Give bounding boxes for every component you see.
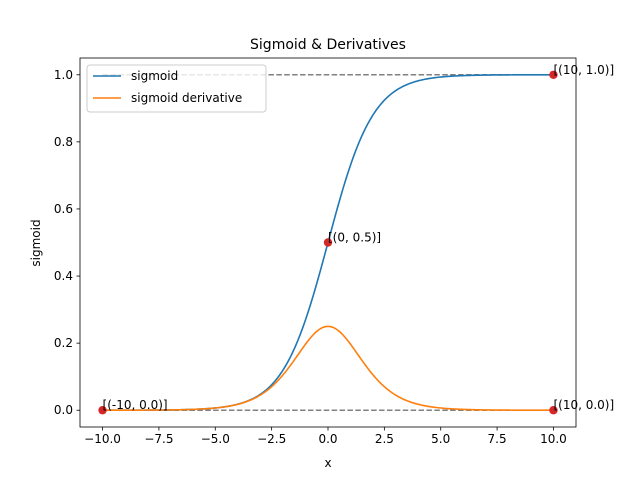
data-point xyxy=(323,238,333,247)
series-line-sigmoid-derivative xyxy=(102,325,554,412)
x-tick-label: 2.5 xyxy=(375,432,394,446)
data-point xyxy=(549,70,558,79)
x-tick-label: −10.0 xyxy=(84,432,121,446)
x-axis-label: x xyxy=(324,456,331,470)
legend: sigmoid sigmoid derivative xyxy=(86,64,267,113)
legend-label-sigmoid: sigmoid xyxy=(131,69,178,83)
chart-title: Sigmoid & Derivatives xyxy=(250,37,406,53)
x-tick-label: 7.5 xyxy=(488,432,507,446)
data-point xyxy=(549,406,558,415)
point-label: [(10, 0.0)] xyxy=(553,398,614,412)
x-tick-label: −7.5 xyxy=(144,432,173,446)
y-tick-label: 0.8 xyxy=(54,135,73,149)
x-tick-label: 10.0 xyxy=(540,432,567,446)
point-label: [(0, 0.5)] xyxy=(328,231,381,245)
y-tick-label: 0.4 xyxy=(54,269,73,283)
point-label: [(10, 1.0)] xyxy=(553,63,614,77)
legend-box xyxy=(86,64,267,113)
y-tick-label: 0.2 xyxy=(54,336,73,350)
y-tick-label: 0.0 xyxy=(54,403,73,417)
x-tick-label: 5.0 xyxy=(431,432,450,446)
x-tick-label: −5.0 xyxy=(201,432,230,446)
y-axis-label: sigmoid xyxy=(29,219,43,266)
y-tick-label: 0.6 xyxy=(54,202,73,216)
data-point xyxy=(98,406,107,415)
point-label: [(-10, 0.0)] xyxy=(103,398,168,412)
legend-label-sigmoid-derivative: sigmoid derivative xyxy=(131,91,242,105)
y-tick-label: 1.0 xyxy=(54,68,73,82)
x-tick-label: −2.5 xyxy=(257,432,286,446)
x-tick-label: 0.0 xyxy=(318,432,337,446)
